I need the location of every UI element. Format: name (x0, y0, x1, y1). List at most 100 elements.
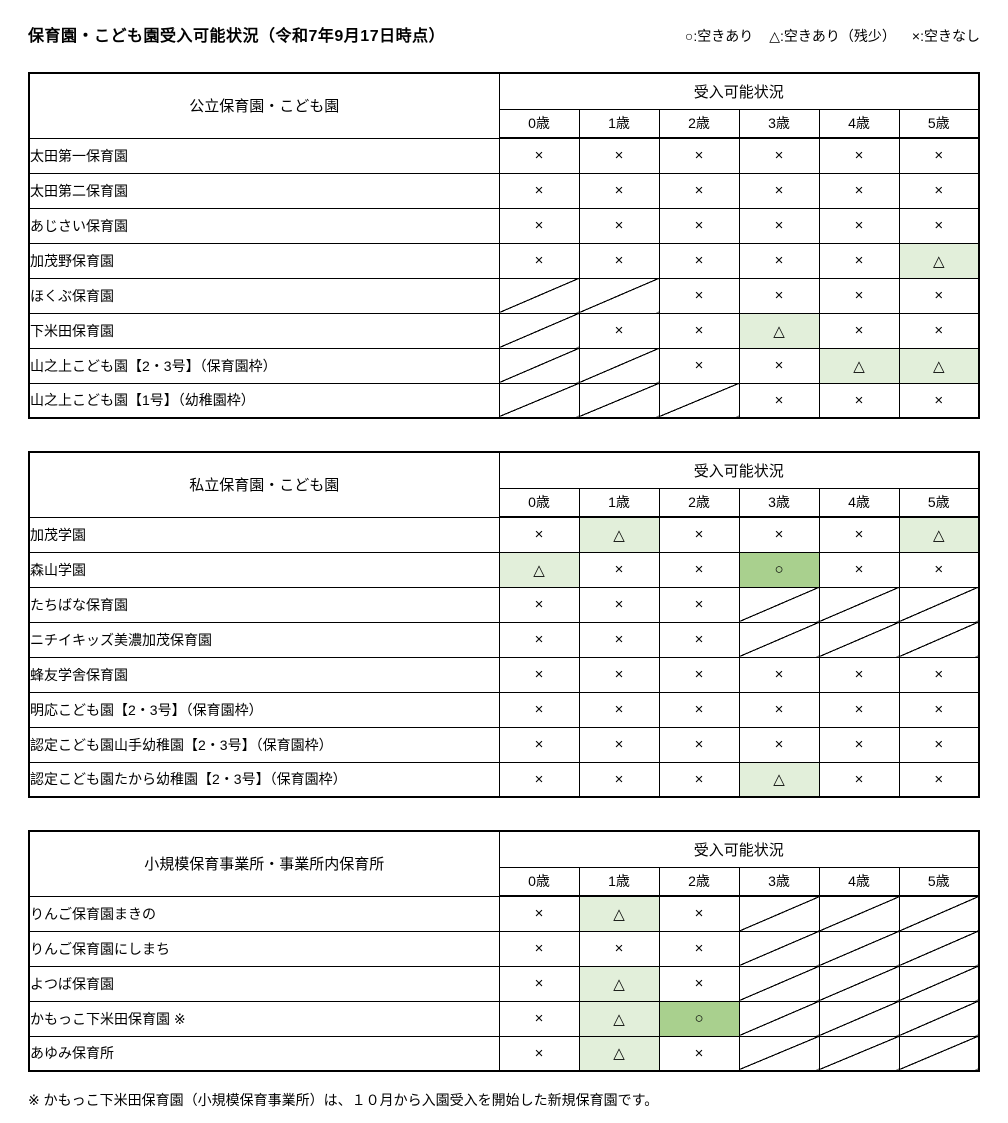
availability-cell-x: × (578, 137, 660, 174)
availability-cell-na (738, 1000, 820, 1037)
availability-cell-na (818, 895, 900, 932)
page-title: 保育園・こども園受入可能状況（令和7年9月17日時点） (28, 28, 446, 45)
availability-cell-na (898, 1000, 980, 1037)
availability-cell-t: △ (738, 761, 820, 798)
age-column-header: 0歳 (498, 108, 580, 139)
age-column-header: 5歳 (898, 108, 980, 139)
legend-item: △:空きあり（残少） (769, 28, 896, 44)
availability-cell-x: × (498, 516, 580, 553)
table-row: よつば保育園 × △ × (28, 965, 980, 1002)
availability-cell-x: × (818, 656, 900, 693)
age-column-header: 5歳 (898, 866, 980, 897)
availability-cell-x: × (658, 516, 740, 553)
availability-cell-na (578, 347, 660, 384)
availability-cell-x: × (898, 172, 980, 209)
availability-cell-x: × (818, 207, 900, 244)
age-column-header: 2歳 (658, 866, 740, 897)
availability-cell-t: △ (578, 1000, 660, 1037)
availability-cell-x: × (498, 621, 580, 658)
age-column-header: 2歳 (658, 108, 740, 139)
table-row: ニチイキッズ美濃加茂保育園 × × × (28, 621, 980, 658)
table-row: たちばな保育園 × × × (28, 586, 980, 623)
table-row: 認定こども園山手幼稚園【2・3号】（保育園枠） × × × × × × (28, 726, 980, 763)
table-row: 下米田保育園 × × △ × × (28, 312, 980, 349)
availability-cell-x: × (498, 586, 580, 623)
availability-cell-x: × (498, 761, 580, 798)
availability-status-header: 受入可能状況 (498, 72, 980, 110)
availability-cell-x: × (898, 207, 980, 244)
availability-cell-x: × (498, 656, 580, 693)
age-column-header: 4歳 (818, 487, 900, 518)
availability-cell-na (818, 1000, 900, 1037)
facility-name: 太田第二保育園 (28, 172, 500, 209)
facility-name: 山之上こども園【2・3号】（保育園枠） (28, 347, 500, 384)
availability-cell-na (738, 586, 820, 623)
availability-cell-na (738, 621, 820, 658)
availability-cell-x: × (898, 551, 980, 588)
availability-cell-x: × (818, 242, 900, 279)
availability-cell-x: × (898, 312, 980, 349)
availability-cell-na (818, 1035, 900, 1072)
availability-cell-t: △ (898, 516, 980, 553)
age-column-header: 2歳 (658, 487, 740, 518)
availability-cell-x: × (578, 242, 660, 279)
table-row: ほくぶ保育園 × × × × (28, 277, 980, 314)
table-row: 森山学園 △ × × ○ × × (28, 551, 980, 588)
availability-cell-x: × (658, 277, 740, 314)
availability-cell-x: × (498, 137, 580, 174)
availability-cell-x: × (818, 172, 900, 209)
availability-cell-x: × (818, 382, 900, 419)
table-row: 山之上こども園【2・3号】（保育園枠） × × △ △ (28, 347, 980, 384)
availability-cell-x: × (658, 761, 740, 798)
facility-name: 加茂学園 (28, 516, 500, 553)
table-row: 加茂学園 × △ × × × △ (28, 516, 980, 553)
availability-cell-x: × (498, 895, 580, 932)
availability-cell-x: × (658, 895, 740, 932)
availability-cell-x: × (658, 930, 740, 967)
footnote: ※ かもっこ下米田保育園（小規模保育事業所）は、１０月から入園受入を開始した新規… (28, 1092, 659, 1108)
age-column-header: 3歳 (738, 108, 820, 139)
availability-status-header: 受入可能状況 (498, 451, 980, 489)
availability-cell-x: × (658, 137, 740, 174)
facility-name: 認定こども園山手幼稚園【2・3号】（保育園枠） (28, 726, 500, 763)
legend-item: ×:空きなし (911, 28, 980, 44)
availability-cell-o: ○ (658, 1000, 740, 1037)
availability-cell-x: × (578, 656, 660, 693)
table-row: あゆみ保育所 × △ × (28, 1035, 980, 1072)
age-column-header: 1歳 (578, 108, 660, 139)
availability-cell-na (818, 621, 900, 658)
facility-name: ニチイキッズ美濃加茂保育園 (28, 621, 500, 658)
availability-cell-x: × (738, 382, 820, 419)
availability-cell-x: × (738, 277, 820, 314)
availability-cell-x: × (578, 551, 660, 588)
age-column-header: 0歳 (498, 487, 580, 518)
availability-cell-na (818, 930, 900, 967)
availability-cell-x: × (498, 691, 580, 728)
category-header: 私立保育園・こども園 (28, 451, 500, 518)
age-column-header: 5歳 (898, 487, 980, 518)
availability-cell-x: × (578, 172, 660, 209)
availability-cell-x: × (658, 726, 740, 763)
availability-cell-x: × (658, 347, 740, 384)
availability-cell-x: × (818, 312, 900, 349)
availability-cell-na (498, 347, 580, 384)
availability-cell-t: △ (578, 1035, 660, 1072)
age-column-header: 4歳 (818, 866, 900, 897)
availability-cell-na (818, 965, 900, 1002)
availability-cell-x: × (738, 656, 820, 693)
facility-name: たちばな保育園 (28, 586, 500, 623)
table-row: りんご保育園まきの × △ × (28, 895, 980, 932)
table-row: 加茂野保育園 × × × × × △ (28, 242, 980, 279)
age-column-header: 3歳 (738, 866, 820, 897)
availability-cell-na (738, 895, 820, 932)
availability-cell-x: × (658, 586, 740, 623)
availability-cell-x: × (658, 656, 740, 693)
availability-cell-x: × (738, 726, 820, 763)
availability-cell-x: × (578, 726, 660, 763)
availability-cell-x: × (818, 137, 900, 174)
availability-cell-x: × (898, 277, 980, 314)
legend: ○:空きあり △:空きあり（残少） ×:空きなし (685, 26, 980, 46)
availability-cell-x: × (818, 761, 900, 798)
availability-cell-x: × (738, 172, 820, 209)
